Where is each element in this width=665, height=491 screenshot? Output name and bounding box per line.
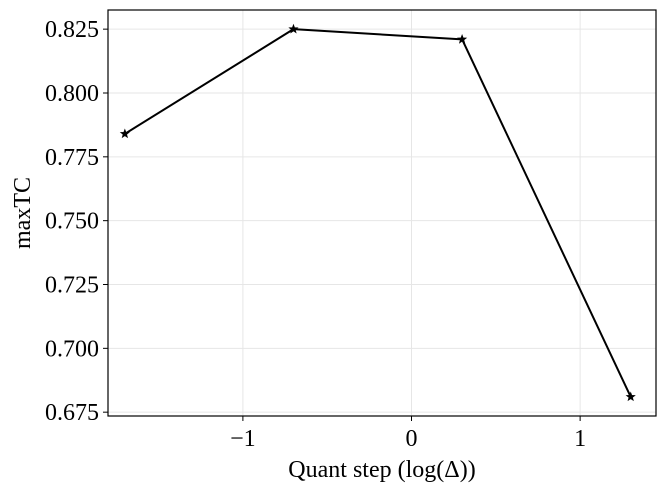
y-tick-label: 0.800: [45, 81, 99, 107]
data-point-star: [288, 23, 299, 34]
y-tick-label: 0.825: [45, 17, 99, 43]
y-tick-label: 0.775: [45, 145, 99, 171]
data-point-star: [456, 34, 468, 44]
axis-ticks: −1 0 1 0.675 0.700 0.725 0.750 0.775 0.800 0.825: [45, 17, 586, 452]
series-layer: [119, 23, 636, 402]
series-line: [124, 28, 632, 398]
y-tick-label: 0.750: [45, 209, 99, 235]
x-axis-title: Quant step (log(Δ)): [288, 457, 475, 483]
x-tick-label: 0: [406, 426, 418, 452]
data-point-star: [119, 128, 130, 139]
y-tick-label: 0.700: [45, 336, 99, 362]
y-tick-label: 0.725: [45, 272, 99, 298]
grid-lines: [108, 10, 656, 416]
x-tick-label: −1: [230, 426, 256, 452]
data-point-star: [625, 391, 636, 402]
y-axis-title: maxTC: [10, 177, 36, 249]
y-tick-label: 0.675: [45, 400, 99, 426]
plot-area-frame: [107, 9, 657, 417]
x-tick-label: 1: [574, 426, 586, 452]
